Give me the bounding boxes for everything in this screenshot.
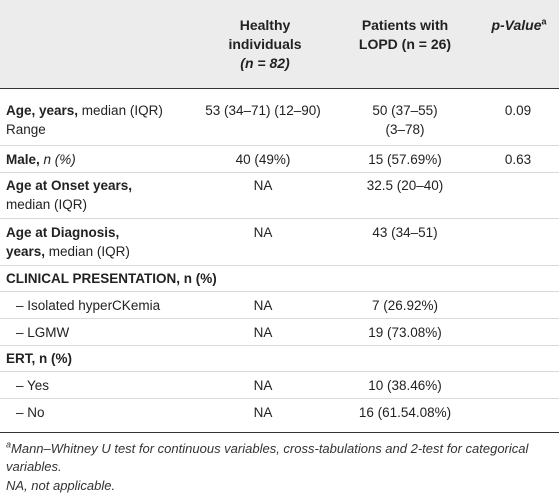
row-male-label: Male, n (%) (6, 150, 206, 169)
row-hyperckemia-patients: 7 (26.92%) (371, 298, 439, 313)
row-divider (0, 291, 559, 292)
row-divider (0, 172, 559, 173)
row-divider (0, 371, 559, 372)
row-onset-healthy: NA (253, 178, 273, 193)
row-lgmw-healthy: NA (253, 325, 273, 340)
row-age-pvalue: 0.09 (504, 103, 532, 118)
row-no-patients: 16 (61.54.08%) (358, 405, 452, 420)
footnote-a-text: Mann–Whitney U test for continuous varia… (6, 441, 529, 474)
footnote-na: NA, not applicable. (6, 478, 116, 493)
header-healthy: Healthy individuals (n = 82) (210, 16, 320, 73)
row-age-label-rest: median (IQR) (78, 103, 163, 118)
footnote-a-marker: a (6, 439, 12, 450)
row-divider (0, 145, 559, 146)
row-onset-label: Age at Onset years, median (IQR) (6, 176, 206, 214)
row-diagnosis-label-bold2: years, (6, 244, 46, 259)
row-divider (0, 345, 559, 346)
row-no-healthy: NA (253, 405, 273, 420)
row-onset-label-line2: median (IQR) (6, 197, 88, 212)
row-yes-patients: 10 (38.46%) (368, 378, 442, 393)
section-clinical-presentation: CLINICAL PRESENTATION, n (%) (6, 271, 217, 286)
row-male-label-bold: Male, (6, 152, 40, 167)
header-healthy-n: (n = 82) (240, 55, 290, 71)
row-onset-patients: 32.5 (20–40) (366, 178, 444, 193)
row-age-label: Age, years, median (IQR) Range (6, 101, 206, 139)
row-age-patients-line2: (3–78) (385, 122, 425, 137)
footnote-a: aMann–Whitney U test for continuous vari… (6, 440, 554, 476)
row-divider (0, 398, 559, 399)
row-divider (0, 218, 559, 219)
header-healthy-line1: Healthy (239, 17, 291, 33)
row-age-patients: 50 (37–55) (3–78) (340, 101, 470, 139)
row-diagnosis-healthy: NA (253, 225, 273, 240)
row-male-label-rest: n (%) (39, 152, 76, 167)
row-diagnosis-patients: 43 (34–51) (372, 225, 438, 240)
row-divider (0, 265, 559, 266)
row-no-label: – No (16, 405, 45, 420)
row-male-pvalue: 0.63 (504, 152, 532, 167)
row-age-healthy: 53 (34–71) (12–90) (205, 103, 321, 118)
row-diagnosis-label: Age at Diagnosis, years, median (IQR) (6, 223, 206, 261)
table-header-background (0, 0, 559, 88)
row-yes-healthy: NA (253, 378, 273, 393)
header-pvalue: p-Valuea (480, 16, 558, 35)
row-male-patients: 15 (57.69%) (368, 152, 442, 167)
row-divider (0, 318, 559, 319)
header-rule (0, 88, 559, 89)
header-healthy-line2: individuals (228, 36, 302, 52)
header-patients-line1: Patients with (361, 17, 449, 33)
row-lgmw-label: – LGMW (16, 325, 70, 340)
row-hyperckemia-healthy: NA (253, 298, 273, 313)
row-lgmw-patients: 19 (73.08%) (368, 325, 442, 340)
header-pvalue-sup: a (541, 16, 547, 27)
row-male-healthy: 40 (49%) (235, 152, 291, 167)
section-ert: ERT, n (%) (6, 351, 72, 366)
row-age-label-bold: Age, years, (6, 103, 79, 118)
row-diagnosis-label-bold: Age at Diagnosis, (6, 225, 120, 240)
row-onset-label-bold: Age at Onset years, (6, 178, 133, 193)
row-hyperckemia-label: – Isolated hyperCKemia (16, 298, 161, 313)
row-diagnosis-label-rest: median (IQR) (45, 244, 130, 259)
header-pvalue-label: p-Value (491, 17, 542, 33)
row-age-patients-line1: 50 (37–55) (372, 103, 438, 118)
table-bottom-rule (0, 432, 559, 433)
row-age-label-range: Range (6, 122, 46, 137)
row-yes-label: – Yes (16, 378, 50, 393)
header-patients: Patients with LOPD (n = 26) (345, 16, 465, 54)
header-patients-line2: LOPD (n = 26) (358, 36, 452, 52)
